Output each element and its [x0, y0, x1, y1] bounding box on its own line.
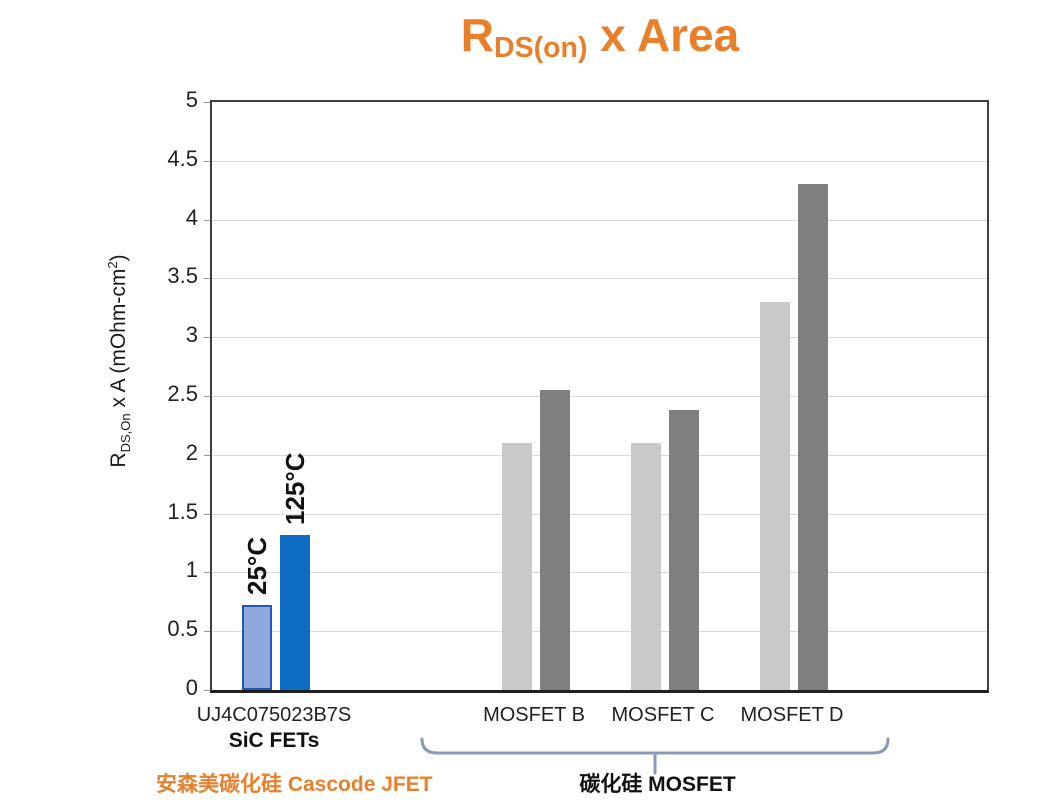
y-tick-mark — [204, 454, 210, 456]
y-tick-label: 5 — [185, 87, 198, 112]
bar-uj4c075023b7s-25C — [242, 605, 272, 690]
gridline — [212, 337, 987, 339]
ylabel-sup: 2 — [105, 261, 120, 269]
y-tick-label: 2.5 — [167, 381, 198, 406]
ylabel-close: ) — [107, 254, 130, 262]
x-label-mosfet-d: MOSFET D — [692, 702, 892, 728]
bar-label-25C: 25°C — [242, 536, 272, 595]
mosfet-caption: 碳化硅 MOSFET — [579, 773, 736, 796]
y-tick-mark — [204, 631, 210, 633]
gridline — [212, 160, 987, 162]
group-label: MOSFET D — [740, 704, 844, 726]
group-label: UJ4C075023B7S — [196, 704, 352, 726]
title-prefix: R — [460, 9, 495, 61]
gridline — [212, 454, 987, 456]
y-tick-mark — [204, 513, 210, 515]
y-tick-mark — [204, 690, 210, 691]
chart-title: RDS(on) x Area — [210, 8, 990, 65]
y-tick-mark — [204, 160, 210, 162]
bar-mosfet-b-125C — [540, 390, 570, 690]
y-tick-label: 2 — [185, 439, 198, 465]
bar-mosfet-d-25C — [760, 302, 790, 690]
plot-area — [204, 100, 989, 693]
bar-label-125C: 125°C — [280, 452, 310, 525]
group-sublabel: SiC FETs — [228, 729, 320, 752]
y-tick-label: 1.5 — [167, 498, 198, 524]
title-suffix: x Area — [587, 9, 740, 61]
y-tick-label: 0.5 — [167, 616, 198, 642]
gridline — [212, 219, 987, 221]
bar-mosfet-c-25C — [631, 443, 661, 690]
bar-mosfet-c-125C — [669, 410, 699, 690]
y-tick-label: 0 — [185, 675, 198, 700]
gridline — [212, 396, 987, 397]
gridline — [212, 631, 987, 633]
y-tick-label: 3.5 — [167, 263, 198, 289]
y-tick-mark — [204, 337, 210, 339]
y-tick-label: 3 — [185, 322, 198, 348]
bar-uj4c075023b7s-125C — [280, 535, 310, 690]
y-tick-mark — [204, 396, 210, 397]
y-tick-label: 4.5 — [167, 145, 198, 171]
bar-mosfet-d-125C — [798, 184, 828, 690]
y-tick-label: 1 — [185, 557, 198, 583]
ylabel-sub: DS,On — [118, 413, 134, 453]
y-axis-title: RDS,On x A (mOhm-cm2) — [105, 211, 135, 511]
y-tick-mark — [204, 219, 210, 221]
ylabel-r: R — [107, 452, 130, 468]
gridline — [212, 572, 987, 574]
title-subscript: DS(on) — [494, 32, 588, 64]
x-label-mosfet-b: MOSFET B — [434, 702, 634, 728]
bar-mosfet-b-25C — [502, 443, 532, 690]
mosfet-bracket — [420, 737, 890, 775]
x-label-mosfet-c: MOSFET C — [563, 702, 763, 728]
group-label: MOSFET B — [483, 704, 585, 726]
group-label: MOSFET C — [611, 704, 715, 726]
ylabel-mid: x A (mOhm-cm — [107, 268, 130, 414]
y-tick-label: 4 — [185, 204, 198, 230]
jfet-caption: 安森美碳化硅 Cascode JFET — [156, 773, 433, 796]
gridline — [212, 278, 987, 280]
y-tick-mark — [204, 572, 210, 574]
y-tick-mark — [204, 278, 210, 280]
gridline — [212, 513, 987, 515]
x-label-uj4c075023b7s: UJ4C075023B7S SiC FETs — [174, 702, 374, 754]
y-tick-mark — [204, 102, 210, 103]
